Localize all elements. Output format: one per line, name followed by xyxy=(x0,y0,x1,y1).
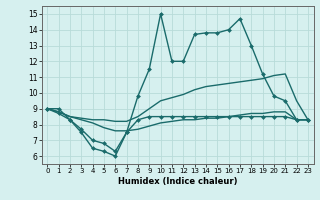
X-axis label: Humidex (Indice chaleur): Humidex (Indice chaleur) xyxy=(118,177,237,186)
